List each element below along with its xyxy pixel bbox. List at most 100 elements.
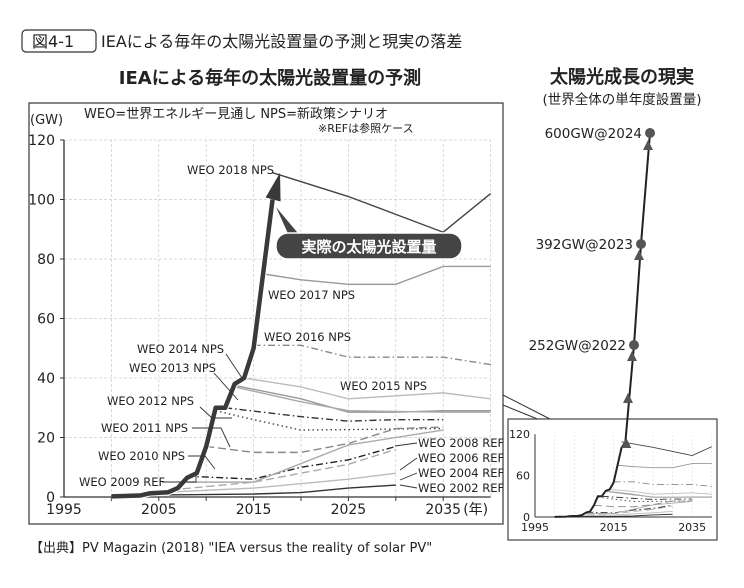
data-point-2023 xyxy=(636,239,646,249)
series-weo-2008-ref xyxy=(187,429,444,483)
grid xyxy=(64,139,491,497)
growth-arrow xyxy=(634,250,644,260)
series-weo-2009-ref xyxy=(187,445,396,480)
data-point-2024 xyxy=(645,128,655,138)
x-axis-unit: (年) xyxy=(463,502,488,518)
inset-y-tick-label: 60 xyxy=(516,470,530,483)
label-weo-2018-nps: WEO 2018 NPS xyxy=(187,163,274,177)
x-tick-label: 2015 xyxy=(236,502,272,518)
label-weo-2013-nps: WEO 2013 NPS xyxy=(129,361,216,375)
actual-arrowhead xyxy=(265,172,281,202)
y-tick-label: 60 xyxy=(37,312,55,328)
x-tick-label: 1995 xyxy=(46,502,82,518)
data-label-2022: 252GW@2022 xyxy=(529,338,626,354)
inset-y-tick-label: 0 xyxy=(523,511,530,524)
series-weo-2014-nps xyxy=(234,384,491,413)
label-leader-lines xyxy=(162,353,418,489)
inset-x-tick-label: 1995 xyxy=(521,521,549,534)
series-lines xyxy=(111,172,492,497)
data-label-2023: 392GW@2023 xyxy=(536,237,633,253)
growth-arrow xyxy=(643,140,653,150)
callout-pointer xyxy=(276,207,302,238)
callout-box xyxy=(275,232,463,260)
axes: 0 20 40 60 80 100 120 1995 2005 2015 2025 2035 (年) xyxy=(28,133,491,518)
label-weo-2002-ref: WEO 2002 REF xyxy=(418,481,504,495)
series-weo-2013-nps xyxy=(605,491,712,498)
actual-installations-line xyxy=(111,199,275,499)
right-chart-title: 太陽光成長の現実 xyxy=(550,66,694,88)
x-tick-label: 2025 xyxy=(331,502,367,518)
legend-note-ref: ※REFは参照ケース xyxy=(318,121,414,135)
label-weo-2010-nps: WEO 2010 NPS xyxy=(98,449,185,463)
y-tick-label: 20 xyxy=(37,431,55,447)
series-labels: WEO 2018 NPS WEO 2017 NPS WEO 2016 NPS W… xyxy=(79,163,504,495)
series-weo-2016-nps xyxy=(613,481,712,487)
inset-x-tick-label: 2015 xyxy=(600,521,628,534)
series-weo-2018-nps xyxy=(272,172,492,234)
series-weo-2008-ref xyxy=(586,501,693,514)
growth-line xyxy=(624,132,651,442)
series-weo-2002-ref xyxy=(554,513,673,518)
label-weo-2012-nps: WEO 2012 NPS xyxy=(107,394,194,408)
series-weo-2009-ref xyxy=(586,504,673,514)
y-tick-label: 100 xyxy=(28,193,55,209)
label-weo-2015-nps: WEO 2015 NPS xyxy=(340,379,427,393)
y-tick-label: 120 xyxy=(28,133,55,149)
left-chart-title: IEAによる毎年の太陽光設置量の予測 xyxy=(119,67,421,89)
right-chart-subtitle: (世界全体の単年度設置量) xyxy=(542,91,701,108)
label-weo-2009-ref: WEO 2009 REF xyxy=(79,475,165,489)
source-citation: 【出典】PV Magazin (2018) "IEA versus the re… xyxy=(30,541,432,556)
data-point-2022 xyxy=(629,340,639,350)
figure-number-box xyxy=(21,29,97,53)
figure-number: 図4-1 xyxy=(32,32,74,51)
inset-frame xyxy=(507,418,718,541)
series-weo-2011-nps xyxy=(215,410,444,431)
series-weo-2013-nps xyxy=(234,386,491,413)
label-weo-2017-nps: WEO 2017 NPS xyxy=(268,288,355,302)
main-chart-frame xyxy=(28,102,504,525)
series-weo-2012-nps xyxy=(225,407,444,422)
label-weo-2006-ref: WEO 2006 REF xyxy=(418,451,504,465)
inset-y-tick-label: 120 xyxy=(509,428,530,441)
actual-line xyxy=(111,172,281,500)
series-weo-2015-nps xyxy=(244,377,491,400)
series-weo-2016-nps xyxy=(253,344,491,366)
series-weo-2002-ref xyxy=(111,484,396,497)
series-weo-2015-nps xyxy=(609,488,712,495)
label-weo-2016-nps: WEO 2016 NPS xyxy=(264,330,351,344)
series-weo-2004-ref xyxy=(158,472,396,494)
x-tick-label: 2005 xyxy=(141,502,177,518)
growth-arrow xyxy=(627,351,637,361)
label-weo-2004-ref: WEO 2004 REF xyxy=(418,466,504,480)
y-tick-label: 0 xyxy=(46,490,55,506)
label-weo-2011-nps: WEO 2011 NPS xyxy=(101,421,188,435)
zoom-connector xyxy=(502,394,553,421)
series-weo-2006-ref xyxy=(574,505,673,517)
growth-arrow xyxy=(623,393,633,403)
figure-title: IEAによる毎年の太陽光設置量の予測と現実の落差 xyxy=(101,32,462,51)
data-label-2024: 600GW@2024 xyxy=(545,126,642,142)
series-weo-2004-ref xyxy=(574,511,673,517)
series-weo-2012-nps xyxy=(601,495,693,500)
label-weo-2014-nps: WEO 2014 NPS xyxy=(137,342,224,356)
inset-actual-line xyxy=(554,441,627,518)
series-weo-2006-ref xyxy=(158,448,397,492)
label-weo-2008-ref: WEO 2008 REF xyxy=(418,436,504,450)
legend-note: WEO=世界エネルギー見通し NPS=新政策シナリオ xyxy=(84,106,388,122)
y-tick-label: 80 xyxy=(37,252,55,268)
growth-arrow xyxy=(621,438,632,448)
right-chart-growth: 252GW@2022 392GW@2023 600GW@2024 xyxy=(529,126,655,448)
y-axis-unit: (GW) xyxy=(30,113,63,128)
y-tick-label: 40 xyxy=(37,371,55,387)
series-weo-2017-nps xyxy=(262,265,491,285)
inset-chart: 0 60 120 1995 2015 2035 xyxy=(509,428,713,534)
series-weo-2010-nps xyxy=(593,500,693,508)
series-weo-2010-nps xyxy=(206,426,444,454)
series-weo-2018-nps xyxy=(621,441,713,457)
x-tick-label: 2035 xyxy=(425,502,461,518)
callout-label: 実際の太陽光設置量 xyxy=(301,238,436,256)
actual-callout: 実際の太陽光設置量 xyxy=(275,207,463,260)
inset-x-tick-label: 2035 xyxy=(678,521,706,534)
series-weo-2017-nps xyxy=(617,463,712,469)
